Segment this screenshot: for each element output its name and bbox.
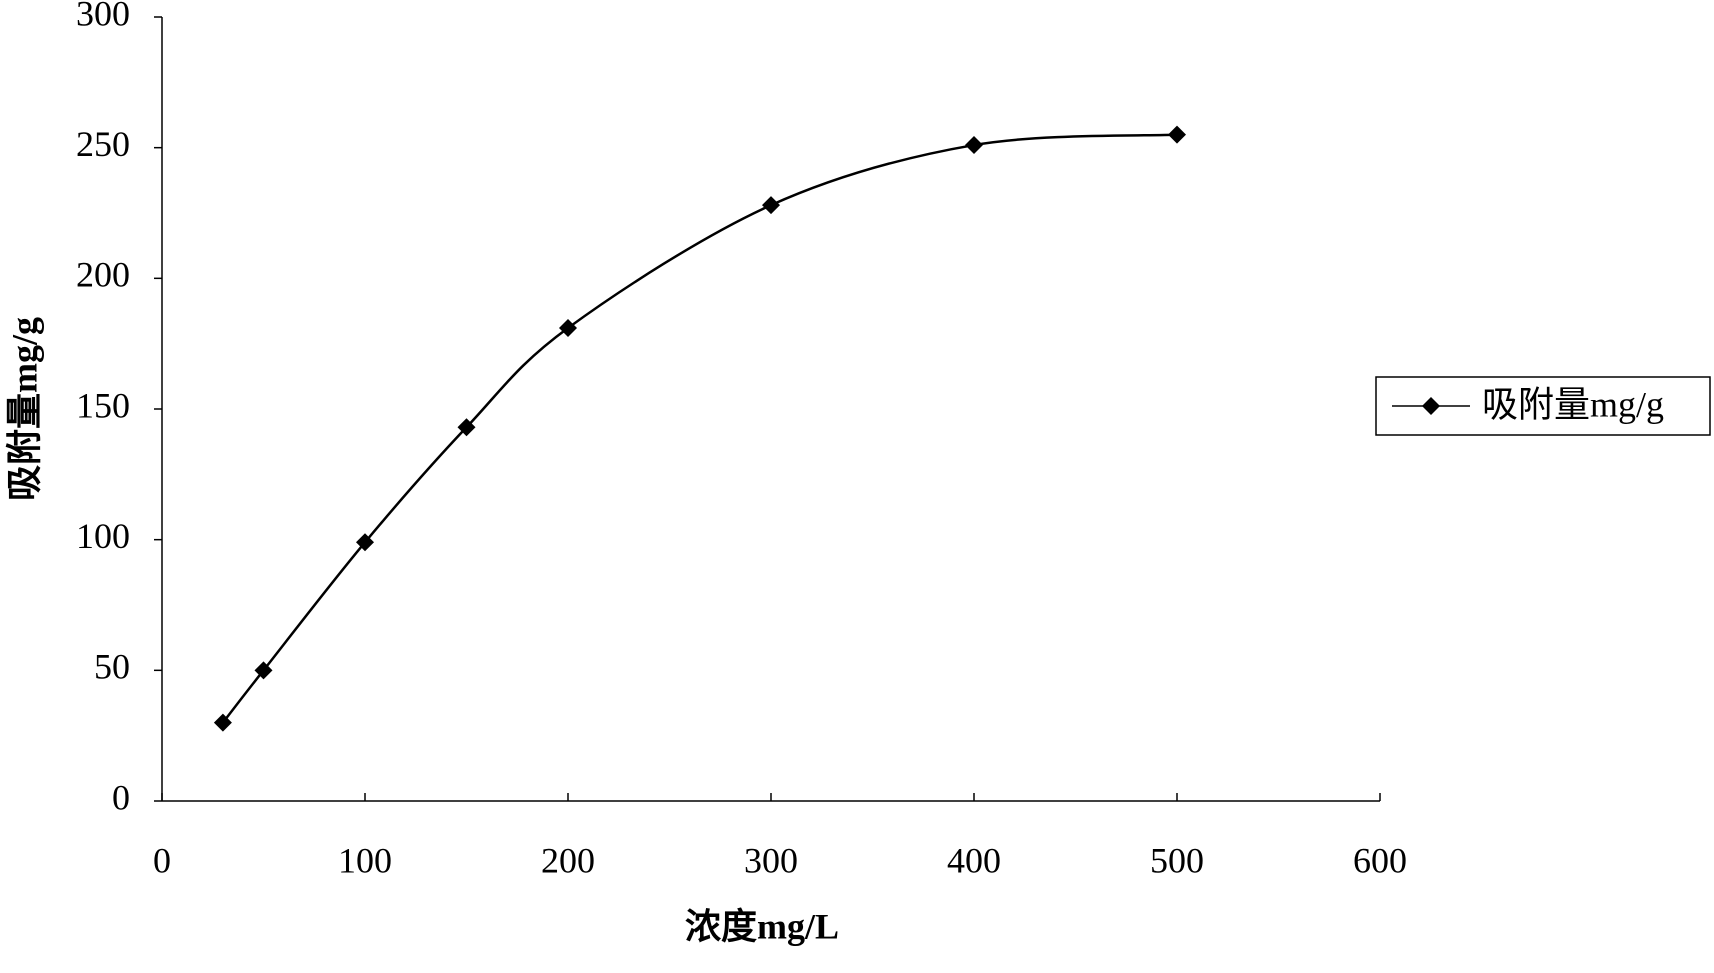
- data-point: [762, 196, 780, 215]
- y-tick-label: 150: [76, 385, 130, 425]
- data-line: [221, 133, 1178, 724]
- x-tick-label: 100: [338, 840, 392, 880]
- data-point: [213, 713, 232, 732]
- y-tick-label: 0: [112, 777, 130, 817]
- x-tick-label: 0: [153, 840, 171, 880]
- data-point: [559, 318, 577, 337]
- y-tick-label: 250: [76, 124, 130, 164]
- data-point: [356, 533, 374, 552]
- y-tick-label: 300: [76, 0, 130, 33]
- y-tick-label: 100: [76, 516, 130, 556]
- y-tick-label: 50: [94, 647, 130, 687]
- x-tick-label: 500: [1150, 840, 1204, 880]
- data-point: [1168, 125, 1186, 144]
- y-tick-label: 200: [76, 255, 130, 295]
- legend-label: 吸附量mg/g: [1482, 384, 1664, 424]
- x-tick-label: 200: [541, 840, 595, 880]
- x-tick-label: 400: [947, 840, 1001, 880]
- data-point: [457, 418, 476, 437]
- y-axis-label: 吸附量mg/g: [4, 317, 44, 501]
- x-tick-label: 300: [744, 840, 798, 880]
- x-tick-label: 600: [1353, 840, 1407, 880]
- x-axis-label: 浓度mg/L: [685, 906, 839, 946]
- data-point: [254, 661, 273, 680]
- data-point: [965, 136, 983, 155]
- legend-marker: [1422, 397, 1440, 415]
